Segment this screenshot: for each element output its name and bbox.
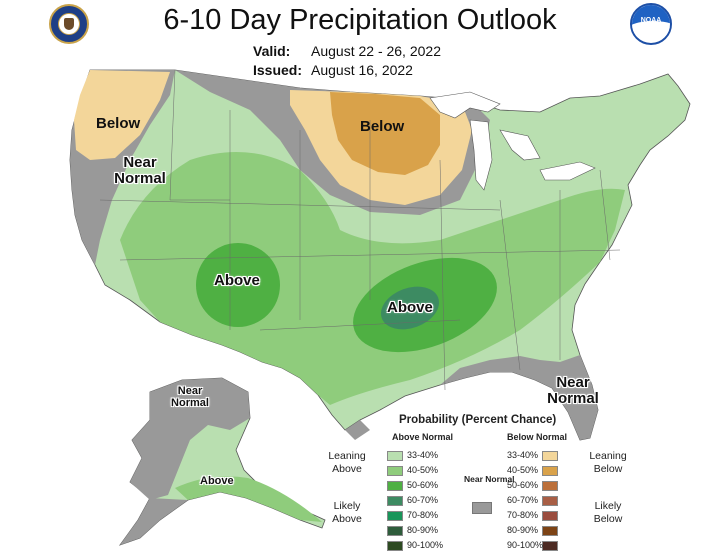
legend-title: Probability (Percent Chance): [399, 414, 557, 426]
legend-near-normal-swatch: [472, 502, 492, 514]
legend-above-row-swatch: [387, 526, 403, 536]
legend-below-row-swatch: [542, 466, 558, 476]
label-near-normal-west: Near Normal: [114, 154, 166, 187]
legend-below-header: Below Normal: [507, 432, 568, 442]
legend-above-row-swatch: [387, 466, 403, 476]
legend-below-row-label: 33-40%: [507, 450, 539, 460]
label-below-north: Below: [360, 118, 405, 135]
noaa-logo-icon: NOAA: [630, 3, 672, 45]
legend: Probability (Percent Chance) Above Norma…: [324, 414, 627, 554]
label-above-alaska: Above: [200, 475, 234, 487]
issued-date: August 16, 2022: [311, 62, 413, 78]
legend-likely-below: Likely Below: [593, 500, 623, 525]
legend-below-row-label: 70-80%: [507, 510, 539, 520]
legend-below-row-swatch: [542, 526, 558, 536]
commerce-seal-icon: [49, 4, 89, 44]
legend-above-row-label: 40-50%: [407, 465, 439, 475]
legend-below-row-swatch: [542, 511, 558, 521]
label-above-south: Above: [387, 299, 433, 316]
legend-above-row-swatch: [387, 511, 403, 521]
legend-above-header: Above Normal: [392, 432, 454, 442]
label-below-northwest: Below: [96, 115, 141, 132]
legend-above-row-label: 70-80%: [407, 510, 439, 520]
legend-above-row-label: 90-100%: [407, 540, 444, 550]
legend-above-row-swatch: [387, 541, 403, 551]
legend-below-row-label: 40-50%: [507, 465, 539, 475]
legend-below-row-swatch: [542, 541, 558, 551]
legend-above-row-swatch: [387, 496, 403, 506]
legend-above-row-label: 50-60%: [407, 480, 439, 490]
legend-leaning-above: Leaning Above: [328, 450, 366, 475]
label-above-west: Above: [214, 272, 260, 289]
valid-key: Valid:: [253, 43, 291, 59]
legend-below-row-swatch: [542, 496, 558, 506]
legend-above-row-swatch: [387, 481, 403, 491]
legend-below-row-label: 80-90%: [507, 525, 539, 535]
issued-key: Issued:: [253, 62, 303, 78]
dates-block: Valid: August 22 - 26, 2022 Issued: August…: [253, 42, 441, 80]
legend-below-row-swatch: [542, 481, 558, 491]
legend-likely-above: Likely Above: [332, 500, 362, 525]
noaa-logo-text: NOAA: [640, 17, 662, 24]
legend-above-row-swatch: [387, 451, 403, 461]
legend-above-row-label: 80-90%: [407, 525, 439, 535]
legend-below-row-label: 50-60%: [507, 480, 539, 490]
legend-above-row-label: 60-70%: [407, 495, 439, 505]
legend-below-row-swatch: [542, 451, 558, 461]
legend-near-normal: Near Normal: [464, 474, 515, 484]
legend-below-row-label: 60-70%: [507, 495, 539, 505]
label-near-normal-alaska: Near Normal: [171, 385, 209, 409]
valid-dates: August 22 - 26, 2022: [311, 43, 441, 59]
label-near-normal-southeast: Near Normal: [547, 374, 599, 407]
legend-below-row-label: 90-100%: [507, 540, 544, 550]
legend-above-row-label: 33-40%: [407, 450, 439, 460]
page-title: 6-10 Day Precipitation Outlook: [163, 4, 557, 36]
legend-leaning-below: Leaning Below: [589, 450, 627, 475]
